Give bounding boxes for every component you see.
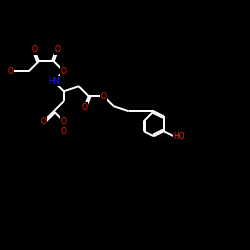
- Text: O: O: [55, 46, 61, 54]
- Text: O: O: [61, 67, 67, 76]
- Text: O: O: [61, 117, 67, 126]
- Text: O: O: [101, 92, 107, 101]
- Text: O: O: [41, 117, 47, 126]
- Text: O: O: [32, 46, 38, 54]
- Text: O: O: [81, 102, 87, 112]
- Text: O: O: [8, 67, 14, 76]
- Text: O: O: [61, 127, 67, 136]
- Text: HO: HO: [174, 132, 186, 141]
- Text: HN: HN: [48, 77, 60, 86]
